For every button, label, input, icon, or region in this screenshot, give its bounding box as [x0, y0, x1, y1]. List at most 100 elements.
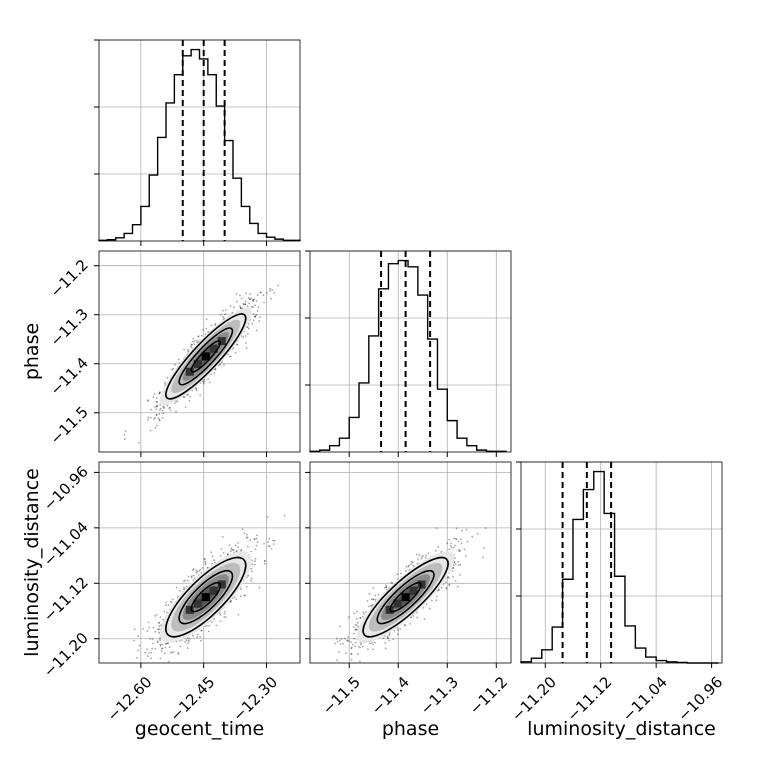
scatter-point	[455, 538, 458, 541]
scatter-point	[384, 642, 387, 644]
scatter-point	[246, 533, 248, 536]
contour-line	[190, 581, 222, 613]
scatter-point	[366, 600, 369, 602]
scatter-point	[186, 394, 189, 396]
scatter-point	[186, 647, 189, 650]
scatter-point	[247, 327, 250, 330]
scatter-point	[259, 316, 261, 318]
y-tick-label: −11.4	[47, 354, 92, 399]
scatter-point	[254, 315, 257, 318]
y-tick-label: −11.5	[47, 403, 92, 448]
scatter-point	[218, 612, 221, 615]
scatter-point	[345, 652, 347, 655]
scatter-point	[151, 642, 154, 645]
scatter-geocent_time-luminosity_distance	[94, 461, 301, 668]
scatter-point	[450, 542, 452, 545]
scatter-point	[354, 623, 357, 626]
scatter-point	[391, 582, 394, 584]
scatter-point	[221, 536, 224, 538]
scatter-point	[267, 545, 270, 548]
scatter-point	[188, 637, 191, 640]
scatter-point	[356, 621, 359, 624]
scatter-point	[251, 305, 253, 308]
scatter-point	[156, 424, 158, 427]
density-core	[401, 593, 410, 602]
scatter-point	[442, 583, 445, 586]
scatter-point	[184, 641, 187, 643]
scatter-point	[157, 628, 159, 631]
scatter-point	[170, 601, 173, 604]
scatter-point	[164, 646, 167, 649]
scatter-point	[214, 324, 217, 326]
scatter-point	[372, 598, 374, 601]
scatter-point	[152, 396, 155, 399]
scatter-point	[354, 645, 356, 648]
scatter-point	[158, 392, 161, 395]
scatter-point	[169, 409, 172, 412]
scatter-point	[397, 629, 399, 632]
scatter-point	[214, 323, 217, 325]
scatter-point	[158, 413, 161, 415]
scatter-point	[235, 550, 238, 552]
scatter-point	[204, 625, 207, 628]
scatter-point	[123, 434, 126, 436]
scatter-point	[247, 333, 249, 335]
scatter-point	[154, 647, 157, 650]
scatter-point	[222, 309, 225, 312]
density-core	[193, 360, 202, 369]
scatter-point	[359, 617, 362, 620]
scatter-point	[351, 646, 353, 649]
scatter-point	[244, 303, 247, 306]
scatter-point	[445, 581, 447, 583]
scatter-point	[151, 638, 154, 640]
scatter-point	[440, 550, 443, 553]
scatter-point	[179, 645, 182, 648]
scatter-point	[229, 601, 232, 604]
scatter-point	[465, 528, 468, 531]
scatter-point	[191, 343, 193, 346]
scatter-point	[156, 401, 159, 404]
scatter-point	[377, 593, 380, 596]
scatter-point	[159, 657, 162, 660]
scatter-point	[198, 569, 201, 572]
scatter-point	[403, 624, 406, 627]
scatter-point	[435, 527, 438, 530]
scatter-point	[263, 301, 265, 304]
scatter-point	[187, 393, 190, 396]
scatter-point	[158, 419, 161, 422]
scatter-point	[423, 618, 426, 620]
scatter-point	[196, 570, 199, 573]
axes-frame	[309, 250, 512, 453]
scatter-point	[200, 629, 203, 632]
scatter-point	[192, 569, 194, 571]
scatter-point	[190, 576, 193, 579]
scatter-point	[336, 640, 339, 643]
scatter-point	[269, 289, 271, 292]
scatter-point	[239, 595, 242, 598]
scatter-point	[220, 548, 223, 550]
scatter-point	[156, 613, 158, 616]
contour-line	[362, 556, 449, 638]
scatter-point	[155, 408, 158, 410]
scatter-point	[363, 613, 366, 615]
scatter-point	[408, 564, 410, 567]
scatter-point	[256, 541, 259, 544]
scatter-point	[452, 566, 455, 569]
density-core	[185, 367, 194, 376]
scatter-point	[359, 646, 361, 649]
scatter-point	[362, 615, 364, 618]
scatter-point	[256, 294, 259, 297]
scatter-point	[335, 637, 338, 640]
scatter-point	[251, 563, 254, 566]
scatter-point	[435, 599, 438, 602]
scatter-point	[156, 640, 159, 643]
scatter-point	[207, 378, 210, 380]
scatter-point	[404, 570, 407, 572]
scatter-point	[206, 624, 208, 627]
scatter-point	[273, 292, 276, 294]
scatter-point	[204, 333, 207, 336]
scatter-point	[211, 555, 214, 558]
scatter-point	[350, 652, 353, 655]
scatter-point	[165, 604, 167, 606]
scatter-point	[460, 542, 463, 545]
